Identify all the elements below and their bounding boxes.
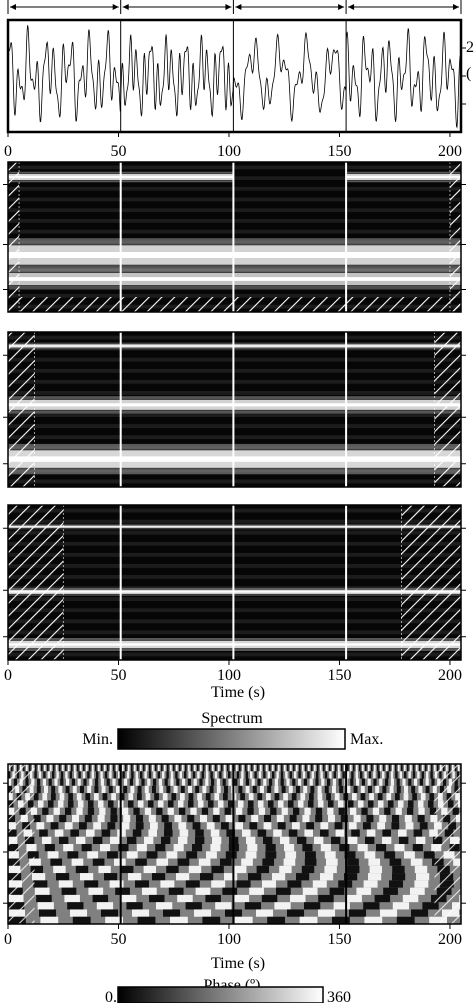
signal-x-axis: 0 50 100 150 200	[4, 132, 462, 160]
spectrum-band-2	[8, 587, 461, 596]
signal-panel: 0 50 100 150 200 2 (	[4, 18, 474, 160]
x-tick-label: 150	[327, 667, 351, 684]
spectrum-band-1	[8, 342, 461, 350]
x-tick-label: 50	[110, 143, 126, 160]
spectrum-colorbar: Spectrum Min. Max.	[82, 710, 383, 750]
cone-of-influence	[8, 505, 461, 660]
segment-markers	[7, 0, 462, 14]
x-tick-label: 50	[110, 931, 126, 948]
x-tick-label: 200	[438, 931, 462, 948]
phase-time-axis-label: Time (s)	[211, 955, 265, 972]
side-label-fragment-2: (	[466, 65, 471, 82]
x-tick-label: 200	[438, 143, 462, 160]
x-tick-label: 0	[4, 667, 12, 684]
spectrum-texture	[8, 508, 461, 657]
segment-marker-3	[232, 0, 345, 14]
signal-right-axis	[461, 47, 466, 105]
phase-colorbar: Phase (º) 0. 360	[105, 977, 351, 1003]
x-tick-label: 50	[110, 667, 126, 684]
x-tick-label: 100	[217, 143, 241, 160]
spectrum-colorbar-min: Min.	[82, 731, 113, 748]
segment-marker-4	[345, 0, 459, 14]
x-tick-label: 0	[4, 143, 12, 160]
spectrum-frame	[7, 504, 462, 661]
spectrum-colorbar-title: Spectrum	[201, 710, 263, 727]
spectrum-band-2	[345, 171, 461, 183]
spectrum-colorbar-gradient	[117, 728, 346, 750]
spectrum-panel-3	[3, 504, 466, 661]
spectrum-band-4	[8, 268, 461, 290]
time-axis-label: Time (s)	[211, 684, 265, 701]
phase-frame	[7, 763, 462, 925]
segment-marker-2	[120, 0, 232, 14]
phase-colorbar-max: 360	[327, 989, 351, 1003]
signal-frame	[6, 18, 463, 134]
segment-boundary-lines	[120, 20, 347, 132]
segment-marker-1	[7, 0, 119, 14]
spectrum-panel-2	[3, 331, 466, 488]
x-tick-label: 200	[438, 667, 462, 684]
spectrum-panel-1	[3, 161, 466, 313]
spectrum-band-3	[8, 443, 461, 475]
phase-x-axis: 0 50 100 150 200	[4, 924, 462, 948]
spectrum-band-3	[8, 238, 461, 272]
spectrum-x-axis: 0 50 100 150 200	[4, 660, 462, 684]
x-tick-label: 150	[327, 143, 351, 160]
spectrum-band-2	[8, 396, 461, 414]
side-label-fragment-1: 2	[466, 39, 474, 56]
x-tick-label: 150	[327, 931, 351, 948]
x-tick-label: 0	[4, 931, 12, 948]
signal-series-line	[8, 25, 461, 129]
cone-of-influence	[8, 332, 461, 487]
spectrum-band-3	[8, 637, 461, 652]
phase-colorbar-min: 0.	[105, 989, 117, 1003]
phase-colorbar-gradient	[117, 986, 324, 1003]
spectrum-frame	[7, 331, 462, 488]
x-tick-label: 100	[217, 667, 241, 684]
spectrum-frame	[7, 161, 462, 313]
phase-panel	[3, 763, 466, 925]
spectrum-band-1	[8, 524, 461, 530]
spectrum-colorbar-max: Max.	[350, 731, 383, 748]
x-tick-label: 100	[217, 931, 241, 948]
